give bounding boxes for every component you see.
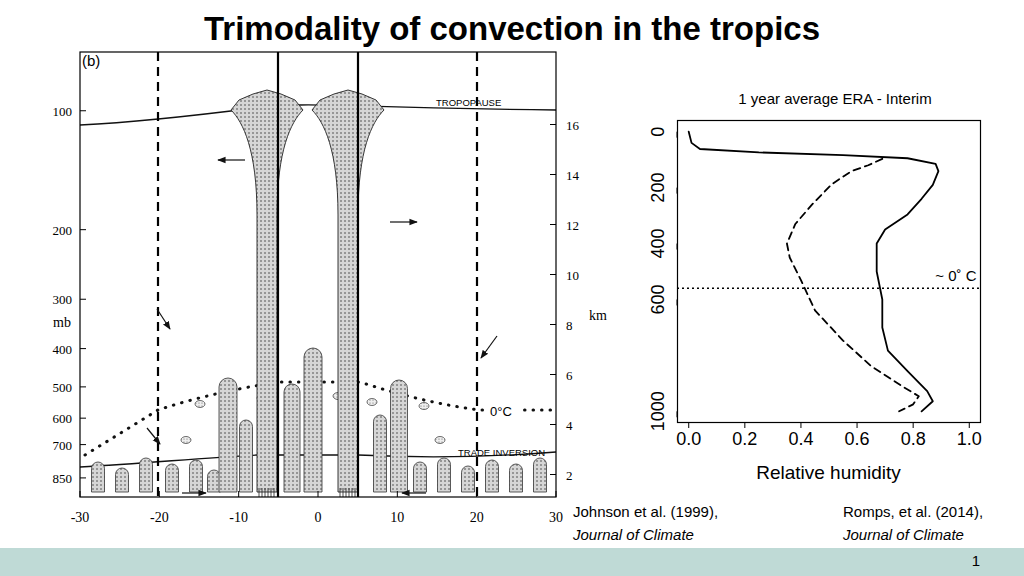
svg-text:10: 10 [390,510,404,525]
html-text:Journal of Climate: Journal of Climate [843,526,964,543]
html-text:Journal of Climate: Journal of Climate [573,526,694,543]
svg-text:100: 100 [53,104,73,119]
svg-text:1.0: 1.0 [957,429,982,449]
svg-text:0°C: 0°C [490,404,512,419]
svg-text:-10: -10 [229,510,248,525]
svg-text:0: 0 [648,127,668,137]
svg-text:400: 400 [648,229,668,259]
svg-text:14: 14 [566,168,580,183]
svg-text:30: 30 [549,510,563,525]
svg-text:0.4: 0.4 [788,429,813,449]
svg-text:700: 700 [53,438,73,453]
html-text:Romps, et al. (2014),: Romps, et al. (2014), [843,503,984,520]
svg-text:200: 200 [648,173,668,203]
html-text:1: 1 [971,552,980,569]
svg-text:12: 12 [566,218,579,233]
html-text:1 year average ERA - Interim: 1 year average ERA - Interim [738,90,932,107]
svg-text:0.8: 0.8 [901,429,926,449]
svg-text:-20: -20 [150,510,169,525]
svg-text:600: 600 [53,411,73,426]
svg-text:0.2: 0.2 [732,429,757,449]
svg-text:1000: 1000 [648,391,668,431]
svg-text:500: 500 [53,380,73,395]
svg-text:0.0: 0.0 [676,429,701,449]
svg-text:6: 6 [566,368,573,383]
svg-text:200: 200 [53,223,73,238]
svg-text:km: km [589,308,607,323]
svg-text:850: 850 [53,471,73,486]
svg-text:mb: mb [53,315,71,330]
svg-text:16: 16 [566,118,580,133]
svg-text:TRADE INVERSION: TRADE INVERSION [458,447,545,458]
svg-text:400: 400 [53,342,73,357]
svg-text:20: 20 [470,510,484,525]
html-text:Trimodality of convection in t: Trimodality of convection in the tropics [204,10,820,47]
svg-text:TROPOPAUSE: TROPOPAUSE [436,97,501,108]
svg-text:600: 600 [648,284,668,314]
html-text:Relative humidity: Relative humidity [756,462,901,483]
svg-text:0: 0 [315,510,322,525]
svg-text:(b): (b) [82,52,100,69]
svg-text:2: 2 [566,468,573,483]
svg-text:10: 10 [566,268,579,283]
svg-text:8: 8 [566,318,573,333]
svg-text:-30: -30 [71,510,90,525]
svg-text:300: 300 [53,292,73,307]
html-text:Johnson et al. (1999),: Johnson et al. (1999), [573,503,719,520]
svg-text:0.6: 0.6 [845,429,870,449]
svg-text:~ 0˚ C: ~ 0˚ C [935,267,976,284]
svg-text:4: 4 [566,418,573,433]
